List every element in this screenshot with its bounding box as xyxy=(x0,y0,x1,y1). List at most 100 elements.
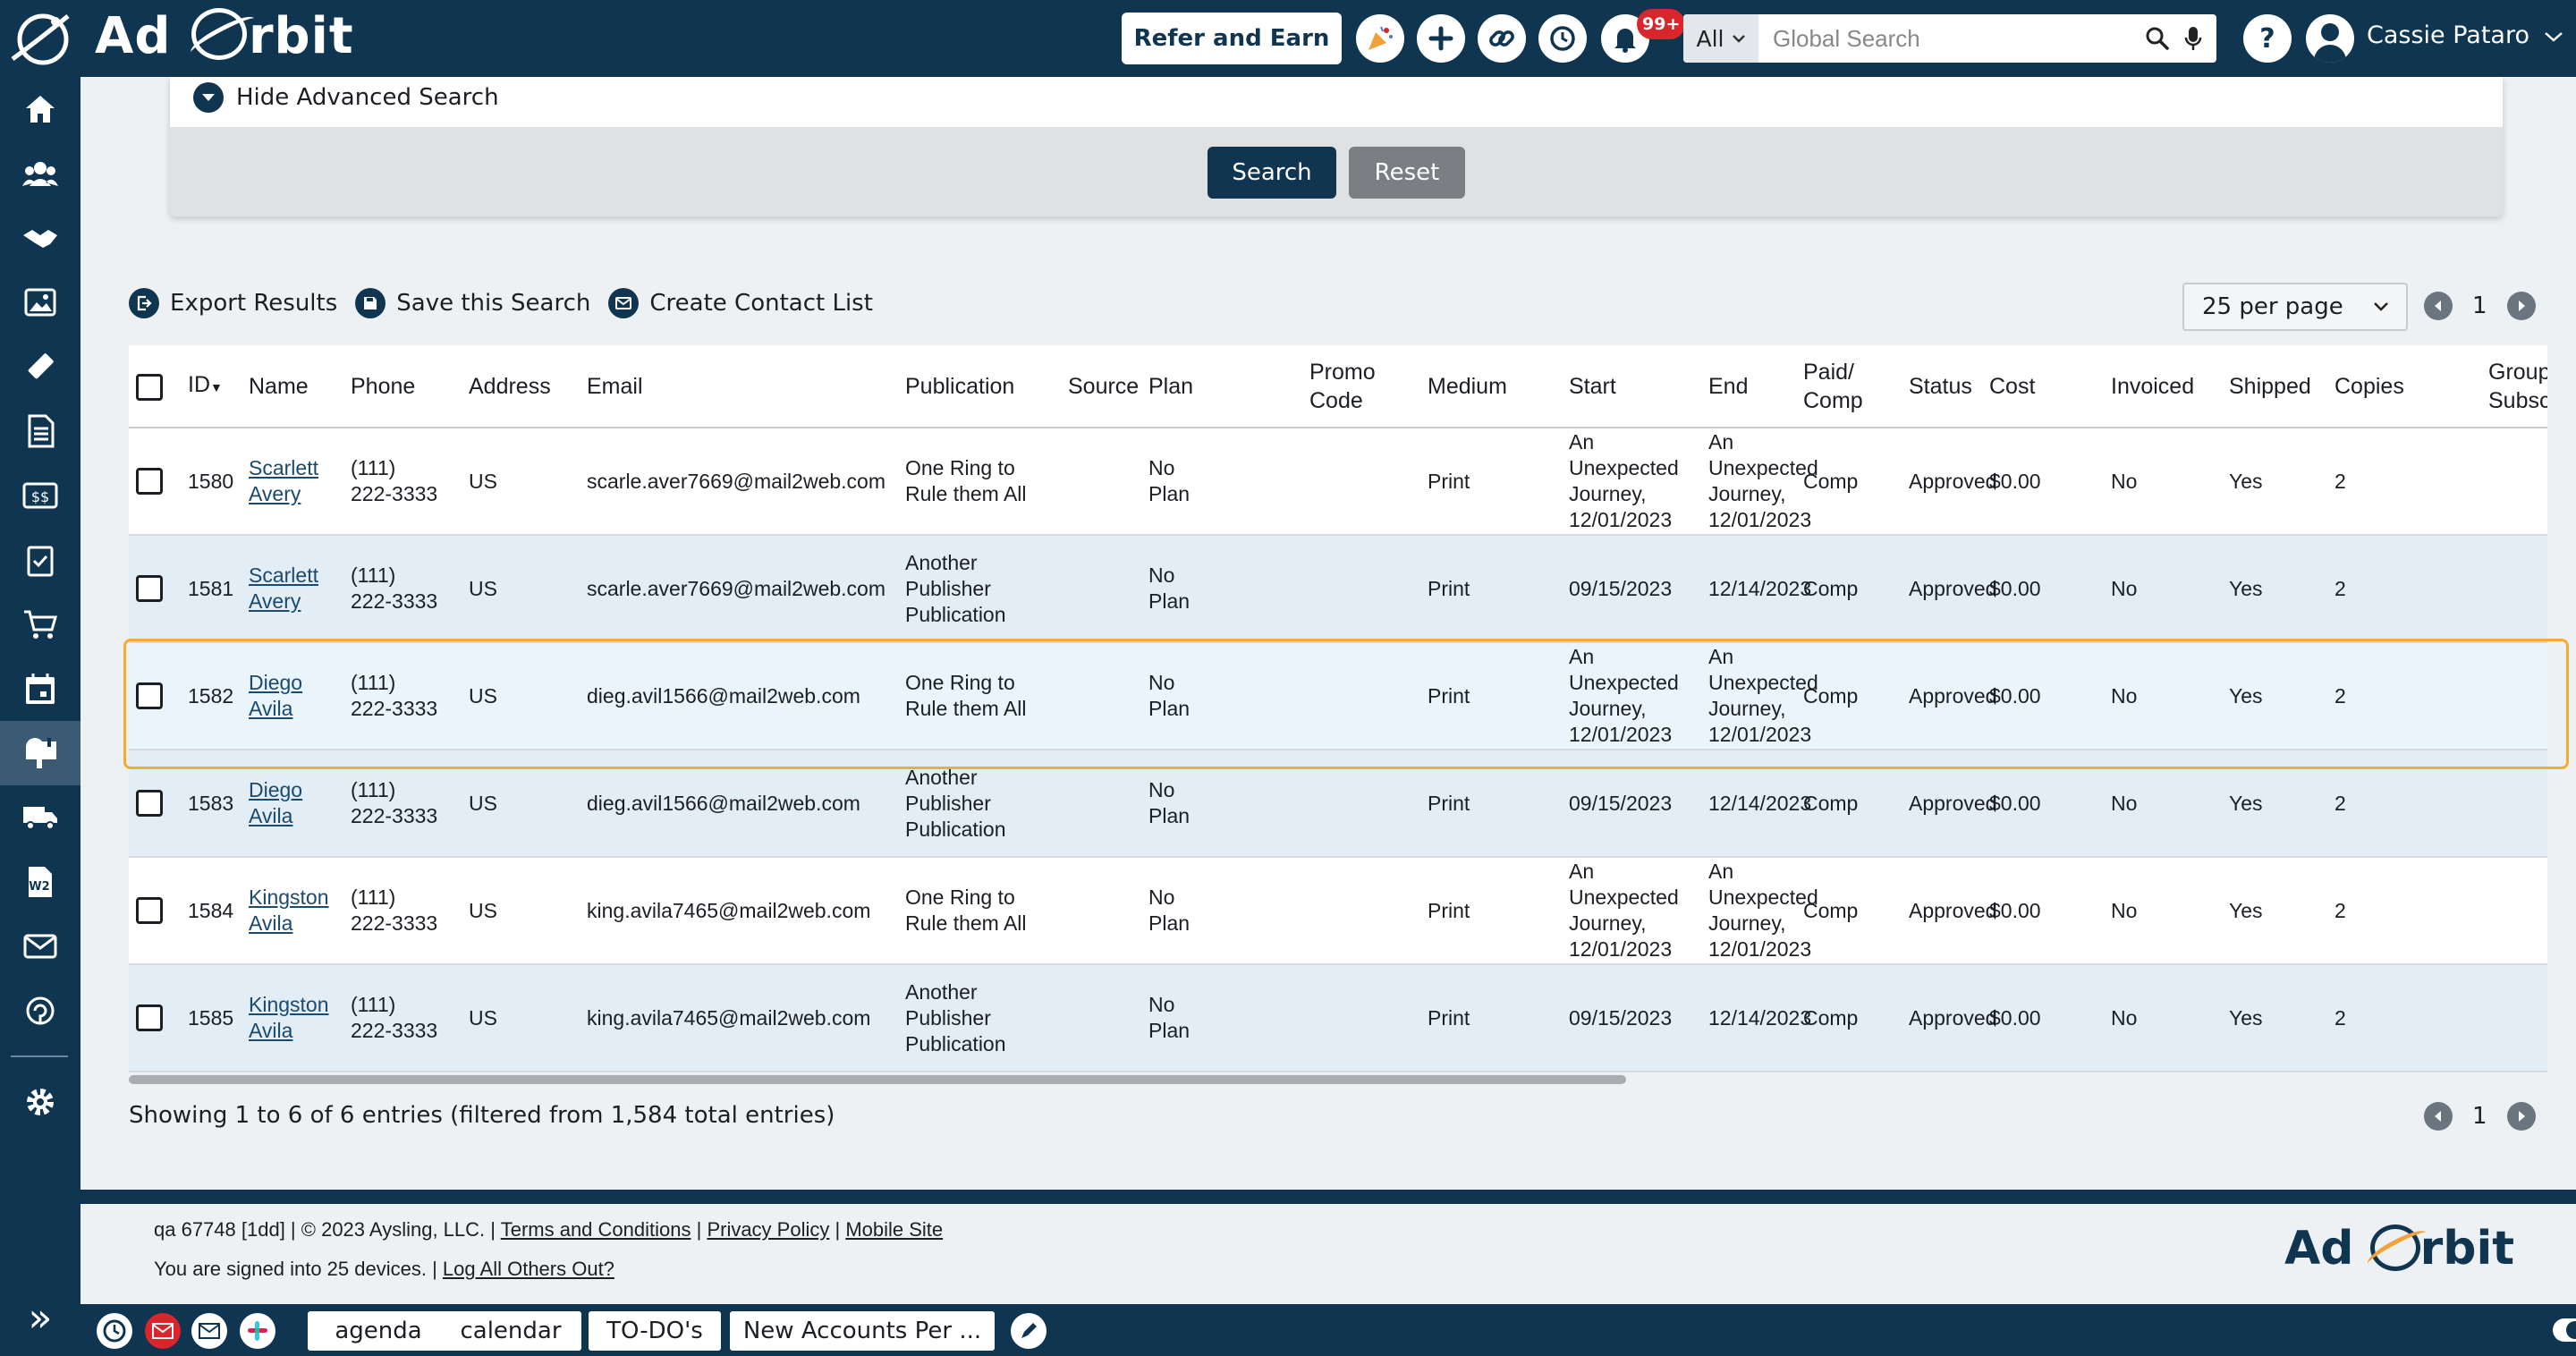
microphone-icon[interactable] xyxy=(2175,14,2211,63)
contact-name-link[interactable]: Scarlett xyxy=(249,564,318,587)
taskbar-tab-todos[interactable]: TO-DO's xyxy=(589,1311,721,1351)
contact-name-link[interactable]: Avery xyxy=(249,589,301,613)
deals-icon[interactable] xyxy=(0,206,80,270)
column-promo-code[interactable]: Promo Code xyxy=(1309,359,1376,413)
contact-name-link[interactable]: Avila xyxy=(249,911,293,935)
column-shipped[interactable]: Shipped xyxy=(2229,373,2311,399)
search-button[interactable]: Search xyxy=(1208,147,1336,199)
home-icon[interactable] xyxy=(0,77,80,141)
previous-page-icon[interactable] xyxy=(2424,292,2453,320)
user-menu[interactable]: Cassie Pataro xyxy=(2367,21,2564,49)
export-results-button[interactable]: Export Results xyxy=(129,288,337,318)
settings-icon[interactable] xyxy=(0,1070,80,1134)
column-paid-comp[interactable]: Paid/Comp xyxy=(1803,359,1863,413)
delivery-icon[interactable] xyxy=(0,785,80,850)
column-status[interactable]: Status xyxy=(1909,373,1972,399)
page-number[interactable]: 1 xyxy=(2472,1103,2487,1130)
row-checkbox[interactable] xyxy=(136,897,163,925)
email-icon[interactable] xyxy=(0,914,80,979)
documents-icon[interactable] xyxy=(0,399,80,463)
contact-name-link[interactable]: Diego xyxy=(249,778,303,801)
column-medium[interactable]: Medium xyxy=(1428,373,1507,399)
select-all-checkbox[interactable] xyxy=(136,373,163,401)
plus-icon[interactable] xyxy=(1417,14,1465,63)
link-icon[interactable] xyxy=(1478,14,1526,63)
brand-logo[interactable]: Ad rbit xyxy=(95,7,354,65)
help-icon[interactable]: ? xyxy=(2243,14,2292,63)
contact-name-link[interactable]: Avila xyxy=(249,804,293,827)
column-phone[interactable]: Phone xyxy=(351,373,416,399)
theme-toggle-icon[interactable] xyxy=(2553,1318,2576,1342)
row-checkbox[interactable] xyxy=(136,682,163,710)
reset-button[interactable]: Reset xyxy=(1349,147,1465,199)
tasks-icon[interactable] xyxy=(0,528,80,592)
row-checkbox[interactable] xyxy=(136,575,163,603)
clock-icon[interactable] xyxy=(97,1313,132,1349)
column-name[interactable]: Name xyxy=(249,373,309,399)
save-search-button[interactable]: Save this Search xyxy=(355,288,590,318)
next-page-icon[interactable] xyxy=(2506,1102,2536,1131)
column-id[interactable]: ID▼ xyxy=(188,372,223,397)
page-number[interactable]: 1 xyxy=(2472,292,2487,319)
row-checkbox[interactable] xyxy=(136,468,163,496)
orbit-logo-icon[interactable] xyxy=(7,7,72,72)
table-row[interactable]: 1583 Diego Avila (111) 222-3333 US dieg.avil15… xyxy=(129,750,2547,857)
contact-name-link[interactable]: Diego xyxy=(249,671,303,694)
search-scope-select[interactable]: All xyxy=(1683,14,1758,63)
contacts-icon[interactable] xyxy=(0,141,80,206)
sidebar-expand-icon[interactable]: » xyxy=(28,1294,53,1341)
horizontal-scrollbar[interactable] xyxy=(129,1075,1626,1084)
mail-icon[interactable] xyxy=(191,1313,227,1349)
user-icon[interactable] xyxy=(2306,14,2354,63)
slack-icon[interactable] xyxy=(240,1313,275,1349)
tickets-icon[interactable] xyxy=(0,335,80,399)
column-email[interactable]: Email xyxy=(587,373,643,399)
table-row[interactable]: 1581 Scarlett Avery (111) 222-3333 US scarle.a… xyxy=(129,535,2547,642)
table-row[interactable]: 1585 Kingston Avila (111) 222-3333 US king.avi… xyxy=(129,964,2547,1072)
support-icon[interactable] xyxy=(0,979,80,1043)
column-copies[interactable]: Copies xyxy=(2334,373,2404,399)
table-row[interactable]: 1582 Diego Avila (111) 222-3333 US dieg.avil15… xyxy=(129,642,2547,750)
contact-name-link[interactable]: Avila xyxy=(249,697,293,720)
contact-name-link[interactable]: Scarlett xyxy=(249,456,318,479)
contact-name-link[interactable]: Kingston xyxy=(249,886,329,909)
mobile-site-link[interactable]: Mobile Site xyxy=(845,1218,944,1241)
contact-name-link[interactable]: Avila xyxy=(249,1019,293,1042)
column-group-subscription[interactable]: GroupSubscription xyxy=(2488,359,2547,413)
taskbar-tab-agenda[interactable]: agenda xyxy=(308,1311,449,1351)
per-page-select[interactable]: 25 per page xyxy=(2182,283,2408,331)
column-cost[interactable]: Cost xyxy=(1989,373,2036,399)
row-checkbox[interactable] xyxy=(136,1004,163,1032)
refer-and-earn-button[interactable]: Refer and Earn xyxy=(1122,13,1342,64)
taskbar-tab-calendar[interactable]: calendar xyxy=(440,1311,581,1351)
terms-link[interactable]: Terms and Conditions xyxy=(500,1218,691,1241)
next-page-icon[interactable] xyxy=(2506,292,2536,320)
log-others-out-link[interactable]: Log All Others Out? xyxy=(442,1258,614,1280)
contact-name-link[interactable]: Kingston xyxy=(249,993,329,1016)
previous-page-icon[interactable] xyxy=(2424,1102,2453,1131)
contact-name-link[interactable]: Avery xyxy=(249,482,301,505)
column-invoiced[interactable]: Invoiced xyxy=(2111,373,2195,399)
taskbar-tab-new-accounts[interactable]: New Accounts Per ... xyxy=(730,1311,995,1351)
mailbox-icon[interactable] xyxy=(0,721,80,785)
history-icon[interactable] xyxy=(1538,14,1587,63)
column-address[interactable]: Address xyxy=(469,373,551,399)
billing-icon[interactable]: $$ xyxy=(0,463,80,528)
table-row[interactable]: 1584 Kingston Avila (111) 222-3333 US king.avi… xyxy=(129,857,2547,964)
column-end[interactable]: End xyxy=(1708,373,1749,399)
w2-icon[interactable]: W2 xyxy=(0,850,80,914)
row-checkbox[interactable] xyxy=(136,790,163,818)
column-publication[interactable]: Publication xyxy=(905,373,1015,399)
create-contact-list-button[interactable]: Create Contact List xyxy=(608,288,873,318)
cart-icon[interactable] xyxy=(0,592,80,657)
pencil-icon[interactable] xyxy=(1011,1313,1046,1349)
media-icon[interactable] xyxy=(0,270,80,335)
calendar-icon[interactable] xyxy=(0,657,80,721)
privacy-link[interactable]: Privacy Policy xyxy=(707,1218,830,1241)
global-search-input[interactable] xyxy=(1758,15,2140,62)
table-row[interactable]: 1580 Scarlett Avery (111) 222-3333 US scarle.a… xyxy=(129,428,2547,535)
column-start[interactable]: Start xyxy=(1569,373,1616,399)
bell-icon[interactable] xyxy=(1601,14,1649,63)
search-icon[interactable] xyxy=(2140,14,2175,63)
column-plan[interactable]: Plan xyxy=(1148,373,1194,399)
